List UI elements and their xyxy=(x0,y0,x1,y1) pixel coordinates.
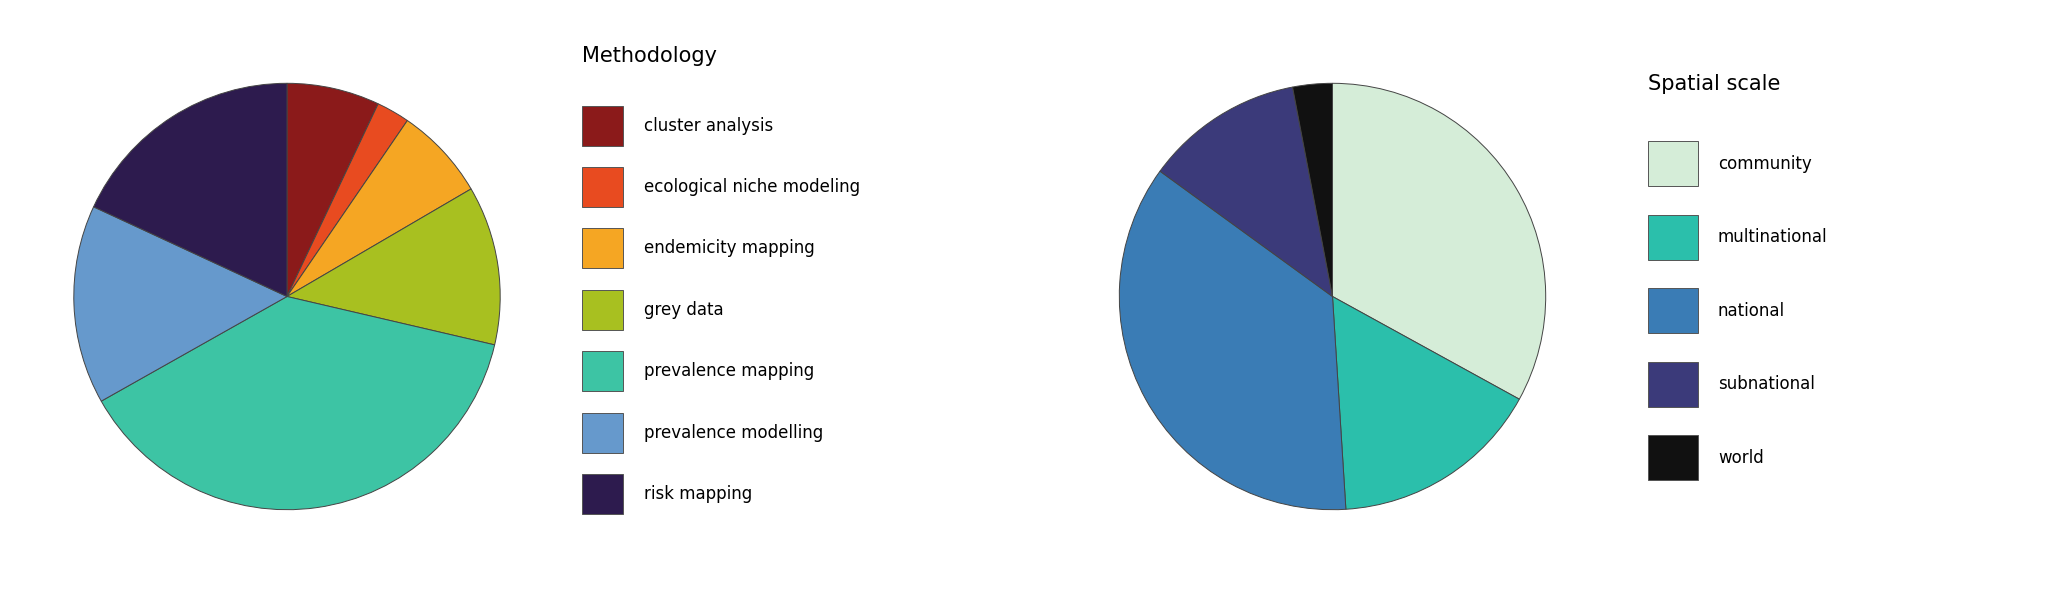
Bar xyxy=(1648,435,1697,480)
Bar xyxy=(582,351,623,391)
Wedge shape xyxy=(1332,296,1519,509)
Bar xyxy=(582,228,623,269)
Text: Spatial scale: Spatial scale xyxy=(1648,74,1779,94)
Wedge shape xyxy=(1119,171,1347,510)
Bar xyxy=(582,413,623,452)
Text: ecological niche modeling: ecological niche modeling xyxy=(644,178,859,196)
Wedge shape xyxy=(94,83,287,296)
Text: national: national xyxy=(1718,302,1786,320)
Bar xyxy=(582,106,623,146)
Text: risk mapping: risk mapping xyxy=(644,485,752,503)
Wedge shape xyxy=(1160,87,1332,296)
Bar xyxy=(582,474,623,514)
Text: cluster analysis: cluster analysis xyxy=(644,117,773,135)
Text: subnational: subnational xyxy=(1718,375,1814,393)
Bar xyxy=(1648,141,1697,186)
Text: prevalence mapping: prevalence mapping xyxy=(644,362,814,380)
Wedge shape xyxy=(74,207,287,401)
Bar xyxy=(1648,362,1697,407)
Wedge shape xyxy=(1294,83,1332,296)
Wedge shape xyxy=(100,296,494,510)
Text: prevalence modelling: prevalence modelling xyxy=(644,423,822,442)
Text: endemicity mapping: endemicity mapping xyxy=(644,240,814,257)
Wedge shape xyxy=(287,120,472,296)
Text: community: community xyxy=(1718,155,1812,173)
Wedge shape xyxy=(1332,83,1546,399)
Wedge shape xyxy=(287,189,500,345)
Wedge shape xyxy=(287,83,377,296)
Text: Methodology: Methodology xyxy=(582,46,718,66)
Text: world: world xyxy=(1718,449,1763,467)
Wedge shape xyxy=(287,104,408,296)
Bar xyxy=(1648,215,1697,260)
Bar xyxy=(582,167,623,207)
Text: grey data: grey data xyxy=(644,301,724,319)
Text: multinational: multinational xyxy=(1718,228,1827,246)
Bar xyxy=(1648,288,1697,333)
Bar xyxy=(582,290,623,330)
